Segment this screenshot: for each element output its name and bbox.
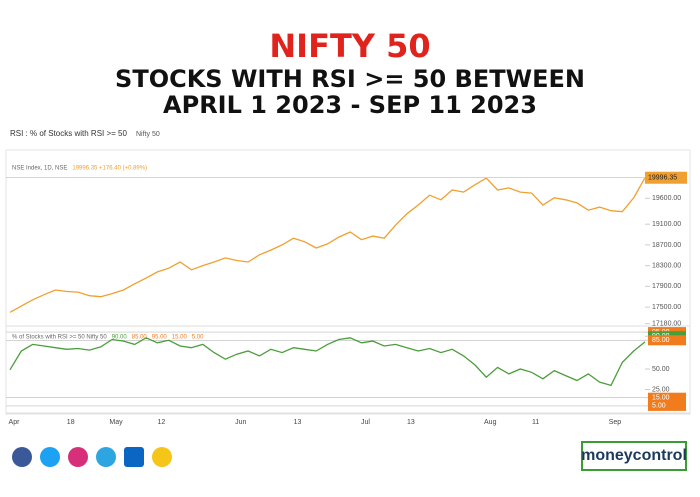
data-line <box>9 177 646 313</box>
linkedin-icon[interactable] <box>124 447 144 467</box>
y-tick-label: 25.00 <box>652 386 670 393</box>
x-tick-label: Jun <box>235 419 246 426</box>
y-tick-label: 15.00 <box>652 395 670 402</box>
subtitle: STOCKS WITH RSI >= 50 BETWEEN <box>115 65 585 93</box>
y-tick-label: 50.00 <box>652 366 670 373</box>
y-tick-label: 85.00 <box>652 337 670 344</box>
instagram-icon[interactable] <box>68 447 88 467</box>
plot: 17180.00 17500.00 17900.00 18300.00 18700.00… <box>6 166 690 426</box>
y-tick-label: 18300.00 <box>652 262 681 269</box>
brand-box <box>581 441 687 471</box>
x-tick-label: 12 <box>158 419 166 426</box>
brand: moneycontrol <box>581 447 687 464</box>
x-tick-label: Jul <box>361 419 370 426</box>
x-tick-label: 18 <box>67 419 75 426</box>
y-tick-badge <box>648 335 686 346</box>
koo-icon[interactable] <box>152 447 172 467</box>
y-tick-badge <box>648 400 686 411</box>
x-tick-label: Apr <box>9 419 21 426</box>
x-tick-label: 11 <box>532 419 539 426</box>
indicator-label: RSI : % of Stocks with RSI >= 50 <box>10 129 127 138</box>
y-tick-label: 17180.00 <box>652 321 681 328</box>
subtitle: APRIL 1 2023 - SEP 11 2023 <box>163 91 537 119</box>
last-value-label: 19996.35 <box>648 175 677 182</box>
y-tick-badge <box>648 392 686 403</box>
legend-value: 85.00 <box>132 335 148 341</box>
x-tick-label: 13 <box>294 419 302 426</box>
facebook-icon[interactable] <box>12 447 32 467</box>
y-tick-label: 18700.00 <box>652 242 681 249</box>
legend-value: 19996.35 +176.40 (+0.89%) <box>72 166 147 172</box>
legend-label: % of Stocks with RSI >= 50 Nifty 50 <box>12 335 107 341</box>
y-tick-label: 17500.00 <box>652 304 681 311</box>
social-icons <box>12 447 172 467</box>
legend-value: 5.00 <box>192 335 204 341</box>
x-tick-label: May <box>109 419 123 426</box>
symbol-label: Nifty 50 <box>136 131 160 138</box>
telegram-icon[interactable] <box>96 447 116 467</box>
y-tick-label: 19600.00 <box>652 195 681 202</box>
y-tick-label: 17900.00 <box>652 283 681 290</box>
legend-value: 95.00 <box>152 335 168 341</box>
y-tick-label: 5.00 <box>652 403 666 410</box>
legend-value: 15.00 <box>172 335 188 341</box>
last-value-badge <box>645 171 687 184</box>
x-tick-label: Sep <box>609 419 622 426</box>
x-tick-label: Aug <box>484 419 497 426</box>
twitter-icon[interactable] <box>40 447 60 467</box>
y-tick-label: 19100.00 <box>652 221 681 228</box>
title: NIFTY 50 <box>269 27 430 65</box>
legend-value: 90.00 <box>112 335 128 341</box>
x-tick-label: 13 <box>407 419 415 426</box>
legend-label: NSE Index, 1D, NSE <box>12 166 67 172</box>
data-line <box>9 337 646 387</box>
chart-frame <box>5 149 691 415</box>
